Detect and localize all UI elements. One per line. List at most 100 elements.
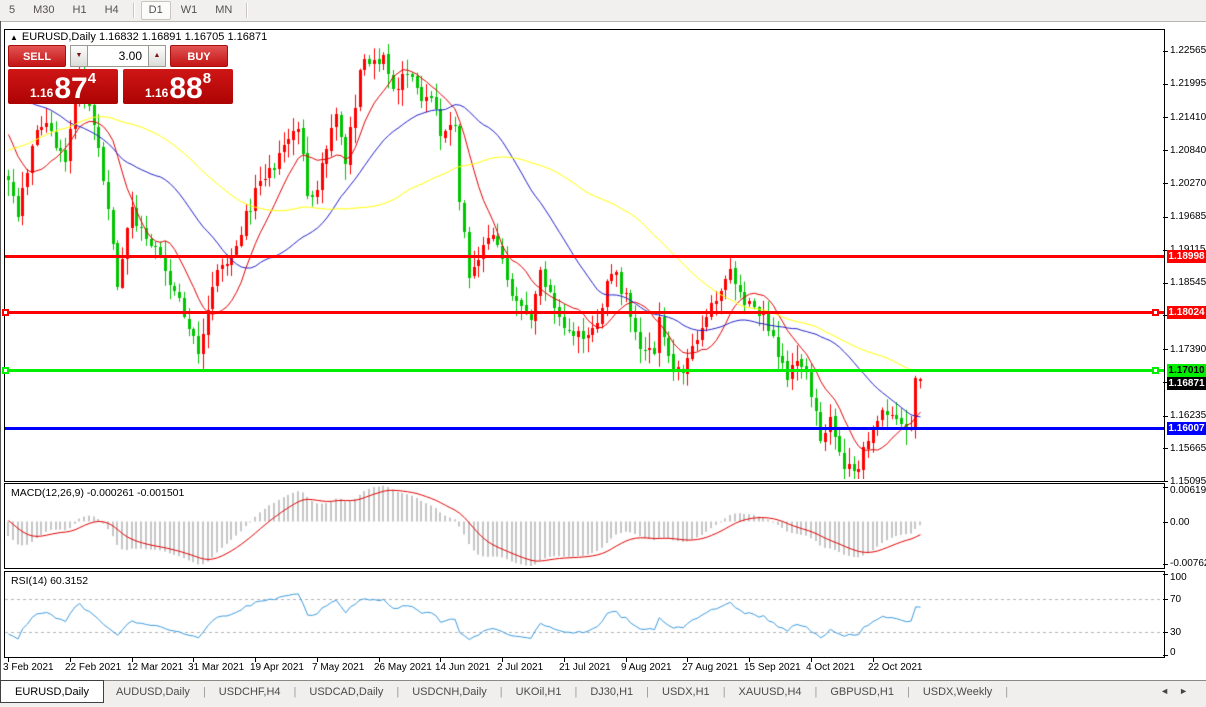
tab-usdchf-h4[interactable]: USDCHF,H4 (218, 686, 281, 698)
price-axis-label: 1.19685 (1170, 211, 1206, 222)
tab-separator: | (1005, 686, 1009, 698)
price-axis-tick (1163, 217, 1168, 218)
buy-price-sup: 8 (202, 70, 212, 87)
timeframe-button-w1[interactable]: W1 (180, 4, 198, 16)
tab-separator: | (814, 686, 818, 698)
date-axis-label: 12 Mar 2021 (127, 662, 184, 673)
tab-separator: | (722, 686, 726, 698)
date-axis-tick (440, 658, 441, 662)
price-level-badge: 1.18998 (1167, 250, 1206, 263)
date-axis-tick (873, 658, 874, 662)
tab-separator: | (396, 686, 400, 698)
rsi-canvas[interactable] (5, 572, 1162, 655)
date-axis-label: 15 Sep 2021 (744, 662, 801, 673)
window-left-frame (0, 21, 1, 680)
tab-audusd-daily[interactable]: AUDUSD,Daily (115, 686, 190, 698)
rsi-axis-tick (1163, 599, 1168, 600)
timeframe-button-d1[interactable]: D1 (140, 1, 171, 20)
tab-scroll-right-button[interactable]: ► (1179, 686, 1198, 696)
sell-price-display[interactable]: 1.16 87 4 (8, 69, 118, 104)
tab-eurusd-daily[interactable]: EURUSD,Daily (0, 680, 104, 703)
line-handle[interactable] (1152, 367, 1159, 374)
date-axis-tick (749, 658, 750, 662)
sell-button[interactable]: SELL (8, 45, 66, 67)
toolbar-separator (132, 3, 135, 18)
tab-xauusd-h4[interactable]: XAUUSD,H4 (738, 686, 802, 698)
line-handle[interactable] (2, 309, 9, 316)
line-handle[interactable] (1152, 309, 1159, 316)
buy-price-prefix: 1.16 (144, 86, 169, 100)
price-axis-label: 1.22565 (1170, 45, 1206, 56)
rsi-indicator-panel: RSI(14) 60.3152 (4, 571, 1165, 658)
price-axis-tick (1163, 481, 1168, 482)
volume-input[interactable] (88, 45, 148, 67)
horizontal-line-1.18998[interactable] (5, 255, 1164, 258)
date-axis-tick (132, 658, 133, 662)
tab-dj30-h1[interactable]: DJ30,H1 (590, 686, 634, 698)
tab-usdcad-daily[interactable]: USDCAD,Daily (309, 686, 384, 698)
macd-indicator-panel: MACD(12,26,9) -0.000261 -0.001501 (4, 483, 1165, 569)
date-axis-tick (8, 658, 9, 662)
timeframe-button-m30[interactable]: M30 (33, 4, 55, 16)
tab-separator: | (574, 686, 578, 698)
timeframe-button-h1[interactable]: H1 (72, 4, 87, 16)
collapse-triangle-icon[interactable]: ▲ (10, 33, 18, 42)
rsi-axis-label: 30 (1170, 627, 1182, 638)
chart-tab-bar: EURUSD,Daily AUDUSD,Daily | USDCHF,H4 | USDCA… (0, 680, 1206, 707)
rsi-axis-label: 100 (1170, 572, 1187, 583)
tab-ukoil-h1[interactable]: UKOil,H1 (515, 686, 562, 698)
buy-price-display[interactable]: 1.16 88 8 (123, 69, 233, 104)
price-axis-label: 1.20270 (1170, 178, 1206, 189)
price-axis-label: 1.15665 (1170, 443, 1206, 454)
tab-gbpusd-h1[interactable]: GBPUSD,H1 (830, 686, 894, 698)
price-axis-tick (1163, 117, 1168, 118)
horizontal-line-1.1701[interactable] (5, 369, 1164, 372)
date-axis-tick (687, 658, 688, 662)
date-axis-label: 22 Oct 2021 (868, 662, 923, 673)
tab-scroll-controls: ◄► (1160, 686, 1198, 696)
macd-axis-label: 0.006193 (1170, 485, 1206, 496)
price-axis-label: 1.19115 (1170, 244, 1205, 255)
price-axis-label: 1.21995 (1170, 78, 1206, 89)
tab-scroll-left-button[interactable]: ◄ (1160, 686, 1180, 696)
price-axis-tick (1163, 448, 1168, 449)
price-axis-label: 1.15095 (1170, 476, 1206, 487)
tab-usdx-weekly[interactable]: USDX,Weekly (922, 686, 993, 698)
horizontal-line-1.18024[interactable] (5, 311, 1164, 314)
timeframe-button-5[interactable]: 5 (9, 4, 16, 16)
price-axis-label: 1.16235 (1170, 410, 1206, 421)
date-axis-label: 14 Jun 2021 (435, 662, 491, 673)
price-axis-tick (1163, 51, 1168, 52)
timeframe-button-mn[interactable]: MN (215, 4, 233, 16)
date-axis-label: 9 Aug 2021 (621, 662, 672, 673)
date-axis-label: 27 Aug 2021 (682, 662, 739, 673)
price-axis-tick (1163, 183, 1168, 184)
date-axis-label: 3 Feb 2021 (3, 662, 54, 673)
date-axis-label: 4 Oct 2021 (806, 662, 855, 673)
price-axis-tick (1163, 349, 1168, 350)
horizontal-line-1.16007[interactable] (5, 427, 1164, 430)
price-level-badge: 1.16007 (1167, 422, 1206, 435)
line-handle[interactable] (2, 367, 9, 374)
price-axis-tick (1163, 150, 1168, 151)
price-axis-tick (1163, 416, 1168, 417)
volume-increase-button[interactable]: ▲ (148, 45, 166, 67)
buy-button[interactable]: BUY (170, 45, 228, 67)
macd-axis-tick (1163, 522, 1168, 523)
rsi-label: RSI(14) 60.3152 (11, 575, 89, 587)
timeframe-button-h4[interactable]: H4 (104, 4, 119, 16)
volume-decrease-button[interactable]: ▼ (70, 45, 88, 67)
sell-price-prefix: 1.16 (29, 86, 54, 100)
candlestick-chart-canvas[interactable] (5, 30, 1162, 479)
price-level-badge: 1.18024 (1167, 306, 1206, 319)
tab-separator: | (202, 686, 206, 698)
tab-usdcnh-daily[interactable]: USDCNH,Daily (412, 686, 487, 698)
macd-canvas[interactable] (5, 484, 1162, 566)
rsi-axis-tick (1163, 655, 1168, 656)
macd-label: MACD(12,26,9) -0.000261 -0.001501 (11, 487, 185, 499)
sell-price-sup: 4 (87, 70, 97, 87)
macd-axis-label: -0.00762 (1170, 558, 1206, 569)
rsi-axis-label: 0 (1170, 647, 1176, 658)
tab-usdx-h1[interactable]: USDX,H1 (662, 686, 710, 698)
